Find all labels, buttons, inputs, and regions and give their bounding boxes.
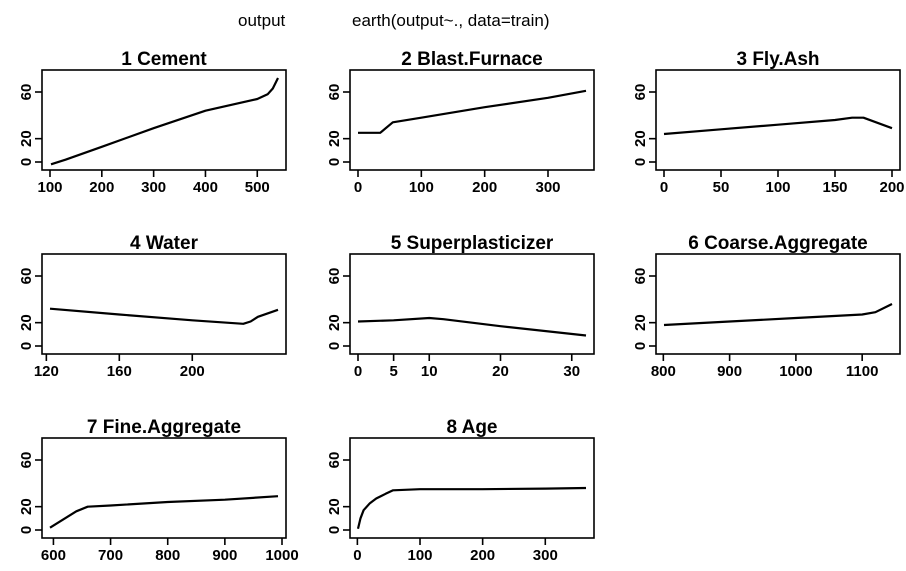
x-tick-label: 800: [155, 547, 180, 564]
series-line: [50, 77, 279, 166]
panel-title: 1 Cement: [121, 49, 207, 70]
y-tick-label: 0: [18, 526, 35, 534]
plot-frame: [41, 69, 287, 171]
plot-frame: [349, 437, 595, 539]
panel-1: 1 Cement 100 200 300 400 500 0 20 60: [18, 49, 287, 196]
x-tick-label: 100: [37, 179, 62, 196]
y-tick-label: 0: [18, 342, 35, 350]
x-tick-label: 800: [651, 363, 676, 380]
series-line: [49, 495, 279, 529]
x-tick-label: 900: [212, 547, 237, 564]
y-tick-label: 20: [326, 314, 343, 331]
y-tick-label: 0: [326, 342, 343, 350]
x-tick-label: 900: [717, 363, 742, 380]
x-tick-label: 0: [353, 547, 361, 564]
x-tick-label: 200: [879, 179, 904, 196]
panel-2: 2 Blast.Furnace 0 100 200 300 0 20 60: [326, 49, 595, 196]
plot-frame: [41, 437, 287, 539]
y-tick-label: 20: [18, 498, 35, 515]
x-tick-label: 5: [389, 363, 397, 380]
panel-title: 7 Fine.Aggregate: [87, 417, 241, 438]
panel-3: 3 Fly.Ash 0 50 100 150 200 0 20 60: [632, 49, 905, 196]
x-tick-label: 50: [713, 179, 730, 196]
figure-title-left: output: [238, 11, 286, 30]
plot-frame: [349, 253, 595, 355]
x-tick-label: 200: [470, 547, 495, 564]
x-tick-label: 1000: [265, 547, 298, 564]
y-tick-label: 60: [632, 268, 649, 285]
x-tick-label: 200: [472, 179, 497, 196]
x-tick-label: 160: [107, 363, 132, 380]
y-tick-label: 20: [326, 130, 343, 147]
y-tick-label: 0: [632, 158, 649, 166]
plot-frame: [349, 69, 595, 171]
x-tick-label: 100: [407, 547, 432, 564]
x-tick-label: 20: [492, 363, 509, 380]
y-tick-label: 60: [18, 452, 35, 469]
y-tick-label: 60: [18, 84, 35, 101]
y-tick-label: 60: [632, 84, 649, 101]
x-tick-label: 200: [180, 363, 205, 380]
y-tick-label: 20: [632, 314, 649, 331]
x-tick-label: 120: [34, 363, 59, 380]
panel-title: 2 Blast.Furnace: [401, 49, 543, 70]
series-line: [663, 116, 893, 136]
x-tick-label: 0: [354, 179, 362, 196]
series-line: [356, 486, 587, 530]
series-line: [357, 316, 587, 337]
y-tick-label: 20: [18, 314, 35, 331]
y-tick-label: 60: [326, 452, 343, 469]
y-tick-label: 20: [326, 498, 343, 515]
plot-frame: [41, 253, 287, 355]
y-tick-label: 0: [326, 158, 343, 166]
series-line: [663, 303, 893, 327]
y-tick-label: 20: [632, 130, 649, 147]
panel-7: 7 Fine.Aggregate 600 700 800 900 1000 0 20 60: [18, 417, 299, 564]
x-tick-label: 1000: [779, 363, 812, 380]
panel-8: 8 Age 0 100 200 300 0 20 60: [326, 417, 595, 564]
panel-4: 4 Water 120 160 200 0 20 60: [18, 233, 287, 380]
x-tick-label: 0: [660, 179, 668, 196]
panel-title: 8 Age: [446, 417, 497, 438]
y-tick-label: 0: [18, 158, 35, 166]
x-tick-label: 10: [421, 363, 438, 380]
panel-title: 4 Water: [130, 233, 199, 254]
x-tick-label: 600: [41, 547, 66, 564]
y-tick-label: 60: [326, 268, 343, 285]
series-line: [49, 307, 279, 325]
x-tick-label: 700: [98, 547, 123, 564]
x-tick-label: 150: [822, 179, 847, 196]
y-tick-label: 0: [326, 526, 343, 534]
x-tick-label: 100: [409, 179, 434, 196]
x-tick-label: 400: [193, 179, 218, 196]
x-tick-label: 500: [245, 179, 270, 196]
series-line: [358, 89, 587, 134]
panel-6: 6 Coarse.Aggregate 800 900 1000 1100 0 20 60: [632, 233, 901, 380]
panel-title: 3 Fly.Ash: [736, 49, 819, 70]
figure-title-right: earth(output~., data=train): [352, 11, 550, 30]
x-tick-label: 1100: [846, 363, 879, 380]
y-tick-label: 60: [326, 84, 343, 101]
panel-5: 5 Superplasticizer 0 5 10 20 30 0 20 60: [326, 233, 595, 380]
panel-title: 5 Superplasticizer: [391, 233, 554, 254]
panel-title: 6 Coarse.Aggregate: [688, 233, 868, 254]
y-tick-label: 60: [18, 268, 35, 285]
plot-frame: [655, 69, 901, 171]
y-tick-label: 0: [632, 342, 649, 350]
x-tick-label: 30: [563, 363, 580, 380]
x-tick-label: 100: [765, 179, 790, 196]
x-tick-label: 200: [89, 179, 114, 196]
y-tick-label: 20: [18, 130, 35, 147]
plot-frame: [655, 253, 901, 355]
x-tick-label: 300: [533, 547, 558, 564]
x-tick-label: 300: [535, 179, 560, 196]
x-tick-label: 0: [354, 363, 362, 380]
x-tick-label: 300: [141, 179, 166, 196]
